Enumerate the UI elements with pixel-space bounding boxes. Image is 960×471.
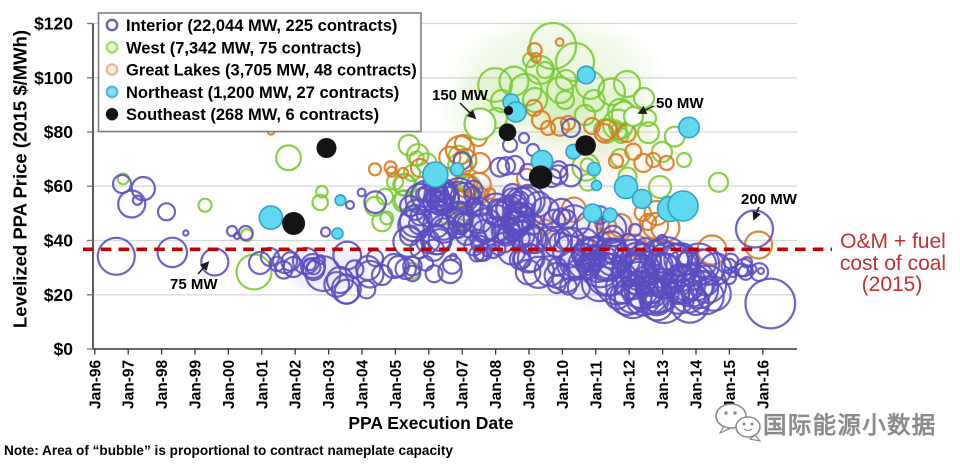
svg-text:Jan-14: Jan-14 (689, 360, 706, 409)
svg-text:$0: $0 (54, 339, 74, 359)
svg-text:$120: $120 (34, 14, 73, 34)
svg-text:Jan-08: Jan-08 (488, 360, 505, 409)
svg-text:Jan-12: Jan-12 (622, 360, 639, 409)
svg-text:Jan-11: Jan-11 (588, 360, 605, 409)
svg-text:Northeast (1,200 MW, 27 contra: Northeast (1,200 MW, 27 contracts) (126, 84, 399, 102)
svg-text:$20: $20 (44, 285, 73, 305)
svg-text:Jan-99: Jan-99 (188, 360, 205, 409)
svg-text:PPA Execution Date: PPA Execution Date (348, 413, 514, 433)
svg-text:Levelized PPA Price (2015 $/MW: Levelized PPA Price (2015 $/MWh) (10, 30, 31, 328)
svg-text:Jan-10: Jan-10 (555, 360, 572, 409)
svg-text:Note: Area of “bubble” is prop: Note: Area of “bubble” is proportional t… (4, 443, 453, 458)
svg-text:Jan-00: Jan-00 (221, 360, 238, 409)
svg-text:Jan-03: Jan-03 (321, 360, 338, 409)
svg-text:Jan-09: Jan-09 (522, 360, 539, 409)
svg-text:cost of coal: cost of coal (840, 252, 946, 275)
svg-text:Great Lakes (3,705 MW, 48 cont: Great Lakes (3,705 MW, 48 contracts) (126, 62, 417, 80)
svg-text:(2015): (2015) (862, 273, 923, 296)
svg-text:150 MW: 150 MW (432, 87, 489, 104)
svg-text:Jan-98: Jan-98 (154, 360, 171, 409)
svg-text:200 MW: 200 MW (741, 191, 798, 208)
svg-text:75 MW: 75 MW (170, 276, 218, 293)
svg-text:Jan-07: Jan-07 (455, 360, 472, 409)
svg-text:West (7,342 MW, 75 contracts): West (7,342 MW, 75 contracts) (126, 39, 361, 57)
svg-text:Jan-04: Jan-04 (355, 360, 372, 409)
svg-text:$60: $60 (44, 176, 73, 196)
svg-text:Southeast (268 MW, 6 contracts: Southeast (268 MW, 6 contracts) (126, 106, 379, 124)
svg-text:Jan-13: Jan-13 (655, 360, 672, 409)
svg-text:50 MW: 50 MW (656, 95, 704, 112)
svg-text:Jan-97: Jan-97 (121, 360, 138, 409)
svg-text:Jan-05: Jan-05 (388, 360, 405, 409)
svg-text:$80: $80 (44, 122, 73, 142)
svg-text:Jan-06: Jan-06 (421, 360, 438, 409)
svg-text:$100: $100 (34, 68, 73, 88)
svg-text:Interior (22,044 MW, 225 contr: Interior (22,044 MW, 225 contracts) (126, 17, 397, 35)
svg-text:Jan-01: Jan-01 (254, 360, 271, 409)
svg-text:$40: $40 (44, 231, 73, 251)
svg-text:国际能源小数据: 国际能源小数据 (763, 411, 937, 438)
svg-text:Jan-96: Jan-96 (87, 360, 104, 409)
svg-text:O&M + fuel: O&M + fuel (840, 230, 946, 253)
svg-text:Jan-16: Jan-16 (755, 360, 772, 409)
svg-text:Jan-02: Jan-02 (288, 360, 305, 409)
svg-text:Jan-15: Jan-15 (722, 360, 739, 409)
